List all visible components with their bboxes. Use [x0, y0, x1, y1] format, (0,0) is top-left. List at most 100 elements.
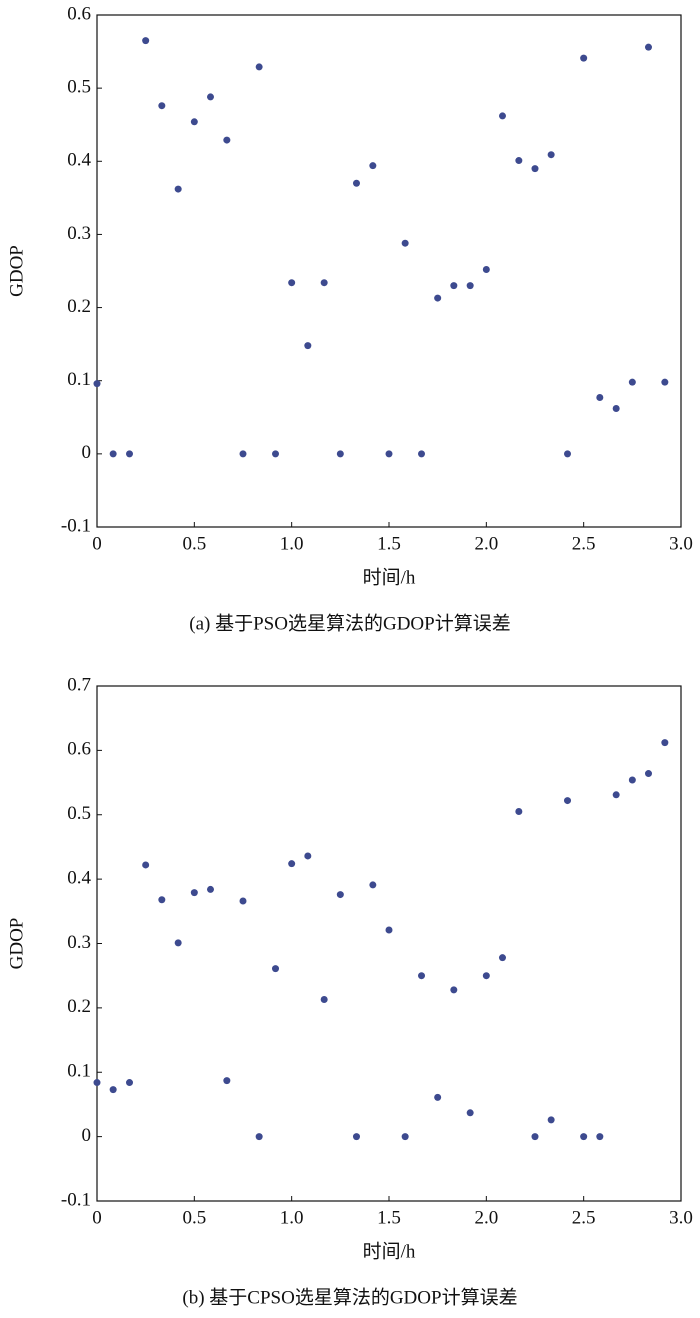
x-tick-label: 1.5 — [377, 533, 401, 554]
y-tick-label: 0.3 — [67, 223, 91, 244]
y-tick-label: 0.1 — [67, 1061, 91, 1082]
point — [288, 860, 296, 868]
y-tick-label: 0.4 — [67, 867, 91, 888]
point — [401, 1133, 409, 1141]
y-tick-label: 0.5 — [67, 77, 91, 98]
point — [564, 450, 572, 458]
point — [158, 102, 166, 110]
point — [466, 282, 474, 290]
point — [369, 162, 377, 170]
y-tick-label: 0.2 — [67, 996, 91, 1017]
point — [418, 972, 426, 980]
caption: (a) 基于PSO选星算法的GDOP计算误差 — [189, 612, 510, 634]
point — [628, 776, 636, 784]
point — [206, 93, 214, 101]
point — [531, 165, 539, 173]
x-axis-label: 时间/h — [363, 1240, 416, 1262]
point — [223, 1077, 231, 1085]
y-tick-label: 0 — [82, 442, 92, 463]
point — [580, 54, 588, 62]
point — [190, 118, 198, 126]
point — [93, 1079, 101, 1087]
plot-frame — [96, 685, 682, 1202]
point — [239, 450, 247, 458]
point — [109, 450, 117, 458]
y-tick-label: 0.2 — [67, 296, 91, 317]
x-tick-label: 0 — [92, 533, 102, 554]
point — [272, 965, 280, 973]
point — [661, 378, 669, 386]
x-tick-label: 2.5 — [572, 533, 596, 554]
point — [515, 808, 523, 816]
x-tick-label: 3.0 — [669, 533, 693, 554]
point — [418, 450, 426, 458]
point — [515, 157, 523, 165]
x-tick-label: 1.5 — [377, 1207, 401, 1228]
y-tick-label: 0.3 — [67, 932, 91, 953]
point — [126, 450, 134, 458]
y-tick-label: 0.7 — [67, 674, 91, 695]
point — [320, 279, 328, 287]
point — [580, 1133, 588, 1141]
point — [498, 954, 506, 962]
x-tick-label: 1.0 — [280, 533, 304, 554]
point — [223, 136, 231, 144]
point — [304, 852, 312, 860]
point — [239, 897, 247, 905]
point — [612, 405, 620, 413]
point — [450, 282, 458, 290]
point — [531, 1133, 539, 1141]
x-tick-label: 2.5 — [572, 1207, 596, 1228]
point — [158, 896, 166, 904]
x-tick-label: 3.0 — [669, 1207, 693, 1228]
y-axis-label: GDOP — [6, 245, 27, 297]
x-tick-label: 0.5 — [182, 533, 206, 554]
point — [320, 996, 328, 1004]
x-tick-label: 0.5 — [182, 1207, 206, 1228]
point — [596, 394, 604, 402]
point — [596, 1133, 604, 1141]
point — [385, 926, 393, 934]
point — [206, 885, 214, 893]
point — [482, 972, 490, 980]
point — [498, 112, 506, 120]
point — [142, 861, 150, 869]
point — [352, 179, 360, 187]
point — [190, 889, 198, 897]
plot-frame — [96, 14, 682, 528]
point — [434, 294, 442, 302]
y-tick-label: 0.4 — [67, 150, 91, 171]
point — [564, 797, 572, 805]
point — [450, 986, 458, 994]
point — [142, 37, 150, 45]
point — [336, 450, 344, 458]
caption: (b) 基于CPSO选星算法的GDOP计算误差 — [182, 1286, 517, 1308]
point — [369, 881, 377, 889]
point — [255, 1133, 263, 1141]
x-tick-label: 1.0 — [280, 1207, 304, 1228]
point — [93, 380, 101, 388]
point — [109, 1086, 117, 1094]
point — [434, 1093, 442, 1101]
point — [174, 185, 182, 193]
x-axis-label: 时间/h — [363, 566, 416, 588]
x-tick-label: 2.0 — [474, 1207, 498, 1228]
y-tick-label: -0.1 — [61, 1189, 91, 1210]
point — [547, 1116, 555, 1124]
y-tick-label: 0.1 — [67, 369, 91, 390]
point — [352, 1133, 360, 1141]
y-tick-label: 0.5 — [67, 803, 91, 824]
point — [628, 378, 636, 386]
y-tick-label: -0.1 — [61, 515, 91, 536]
point — [612, 791, 620, 799]
point — [644, 43, 652, 51]
point — [466, 1109, 474, 1117]
y-tick-label: 0 — [82, 1125, 92, 1146]
point — [336, 891, 344, 899]
x-tick-label: 2.0 — [474, 533, 498, 554]
y-axis-label: GDOP — [6, 918, 27, 970]
point — [288, 279, 296, 287]
point — [174, 939, 182, 947]
y-tick-label: 0.6 — [67, 739, 91, 760]
